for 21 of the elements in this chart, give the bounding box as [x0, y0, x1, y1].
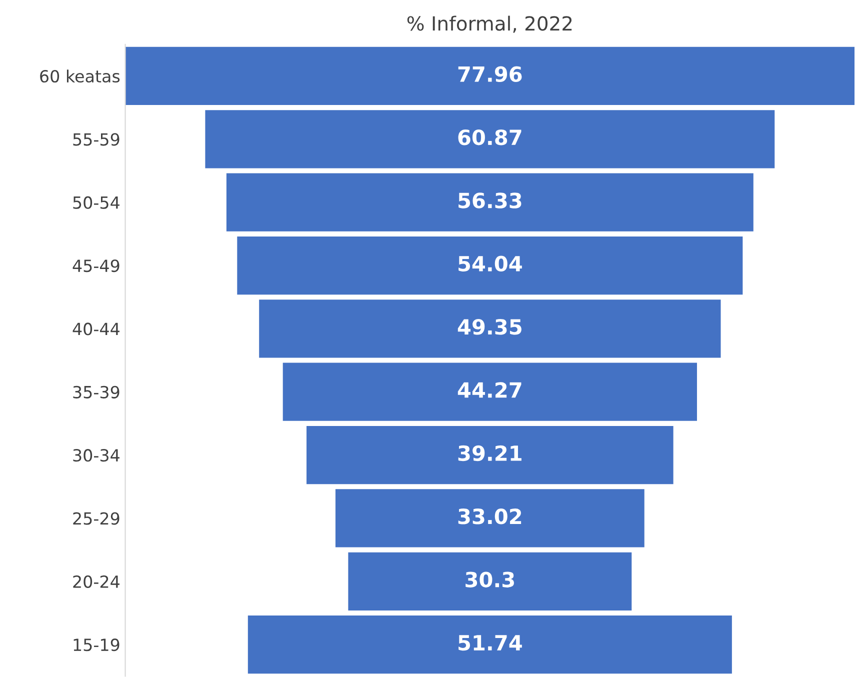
data-label: 77.96 — [458, 66, 522, 82]
category-label: 15-19 — [74, 638, 120, 652]
category-label: 45-49 — [72, 259, 120, 272]
data-label: 44.27 — [458, 382, 522, 398]
data-label: 60.87 — [458, 129, 522, 146]
category-label: 30-34 — [73, 449, 120, 462]
category-label: 25-29 — [73, 512, 120, 525]
category-label: 35-39 — [73, 386, 120, 398]
data-label: 33.02 — [458, 508, 522, 524]
data-label: 30.3 — [466, 572, 514, 588]
data-label: 51.74 — [458, 635, 522, 651]
category-label: 60 keatas — [40, 70, 120, 83]
text: % Informal, 2022 — [407, 16, 572, 33]
data-label: 49.35 — [458, 318, 522, 335]
category-label: 20-24 — [73, 575, 120, 588]
category-label: 40-44 — [72, 322, 120, 336]
category-label: 55-59 — [73, 133, 120, 146]
data-label: 39.21 — [458, 445, 522, 462]
data-label: 56.33 — [458, 192, 522, 208]
data-label: 54.04 — [458, 256, 522, 272]
category-label: 50-54 — [73, 196, 120, 209]
